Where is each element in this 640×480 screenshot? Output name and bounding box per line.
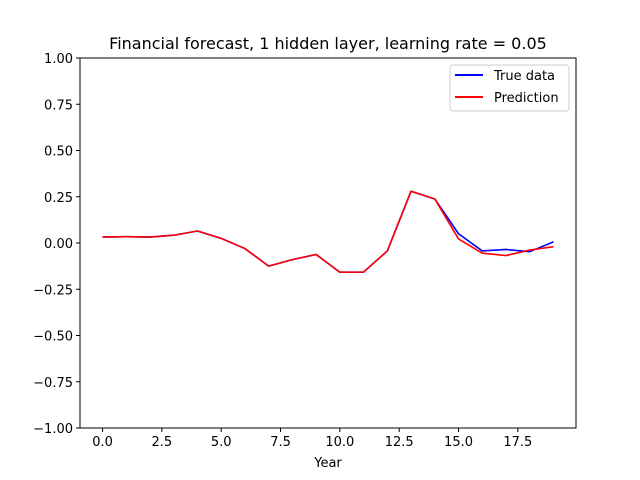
y-tick-label: −0.50: [33, 330, 73, 345]
y-tick-label: 0.25: [44, 191, 73, 206]
x-tick-label: 10.0: [325, 435, 354, 450]
x-tick-label: 2.5: [152, 435, 173, 450]
legend-box: [449, 64, 570, 112]
legend-label-prediction: Prediction: [494, 91, 559, 106]
x-tick-label: 15.0: [444, 435, 473, 450]
legend: True data Prediction: [449, 64, 570, 112]
y-tick-label: 0.00: [44, 237, 73, 252]
x-tick-label: 17.5: [503, 435, 532, 450]
x-axis-label: Year: [313, 456, 342, 471]
y-axis: 1.00 0.75 0.50 0.25 0.00 −0.25 −0.50 −0.75 −1.00: [33, 52, 80, 437]
chart-title: Financial forecast, 1 hidden layer, lear…: [109, 34, 547, 53]
axes-frame: [79, 57, 577, 429]
y-tick-label: −0.25: [33, 283, 73, 298]
legend-label-true-data: True data: [493, 69, 555, 84]
y-tick-label: 0.50: [44, 145, 73, 160]
series-line-true-data: [102, 190, 554, 274]
y-tick-label: −1.00: [33, 422, 73, 437]
y-tick-label: 1.00: [44, 52, 73, 67]
y-tick-label: 0.75: [44, 98, 73, 113]
x-tick-label: 5.0: [211, 435, 232, 450]
y-tick-label: −0.75: [33, 376, 73, 391]
x-axis: 0.0 2.5 5.0 7.5 10.0 12.5 15.0 17.5: [92, 428, 532, 450]
x-tick-label: 12.5: [385, 435, 414, 450]
x-tick-label: 7.5: [270, 435, 291, 450]
series-line-prediction: [102, 190, 554, 274]
plot-area: [102, 190, 554, 274]
x-tick-label: 0.0: [92, 435, 113, 450]
